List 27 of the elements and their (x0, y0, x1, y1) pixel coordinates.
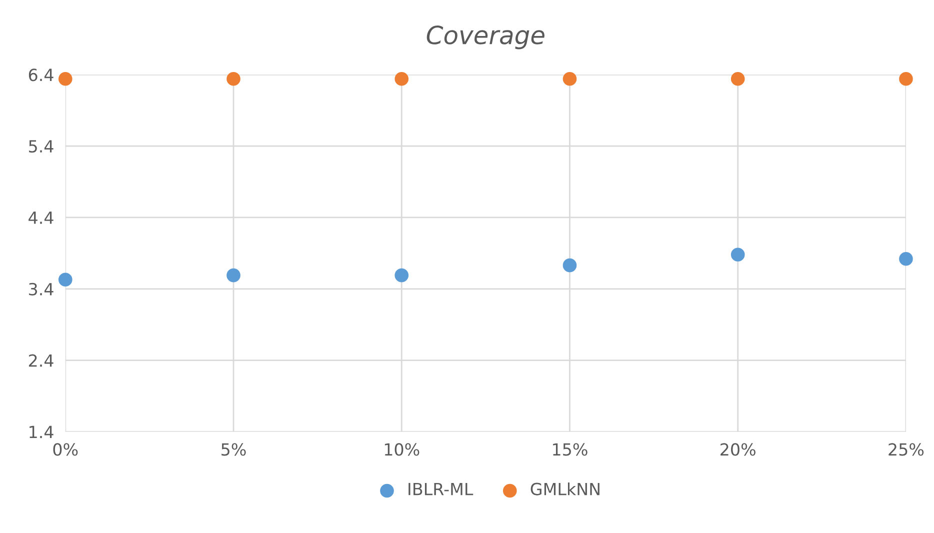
point (730, 72, 745, 86)
point (58, 72, 72, 86)
point (899, 252, 913, 266)
x-tick-label: 15% (553, 443, 588, 456)
legend-label: IBLR-ML (408, 482, 474, 496)
chart-title: Coverage (426, 26, 544, 50)
x-tick-label: 10% (384, 443, 420, 456)
point (730, 248, 745, 262)
y-tick-label: 3.4 (29, 282, 54, 296)
point (562, 258, 577, 272)
y-tick-label: 2.4 (28, 354, 54, 367)
y-tick-label: 1.4 (30, 426, 54, 438)
point (562, 72, 577, 86)
x-tick-label: 25% (888, 443, 924, 456)
point (226, 72, 240, 86)
point (394, 72, 409, 86)
x-tick-label: 20% (720, 443, 756, 456)
point (899, 72, 913, 86)
x-tick-label: 5% (222, 443, 246, 456)
y-tick-label: 5.4 (29, 140, 54, 153)
y-tick-label: 4.4 (28, 212, 54, 224)
point (394, 268, 409, 282)
y-tick-label: 6.4 (28, 68, 54, 82)
legend-label: GMLkNN (530, 482, 600, 496)
point (226, 268, 240, 282)
x-tick-label: 0% (53, 443, 78, 456)
point (58, 272, 72, 287)
